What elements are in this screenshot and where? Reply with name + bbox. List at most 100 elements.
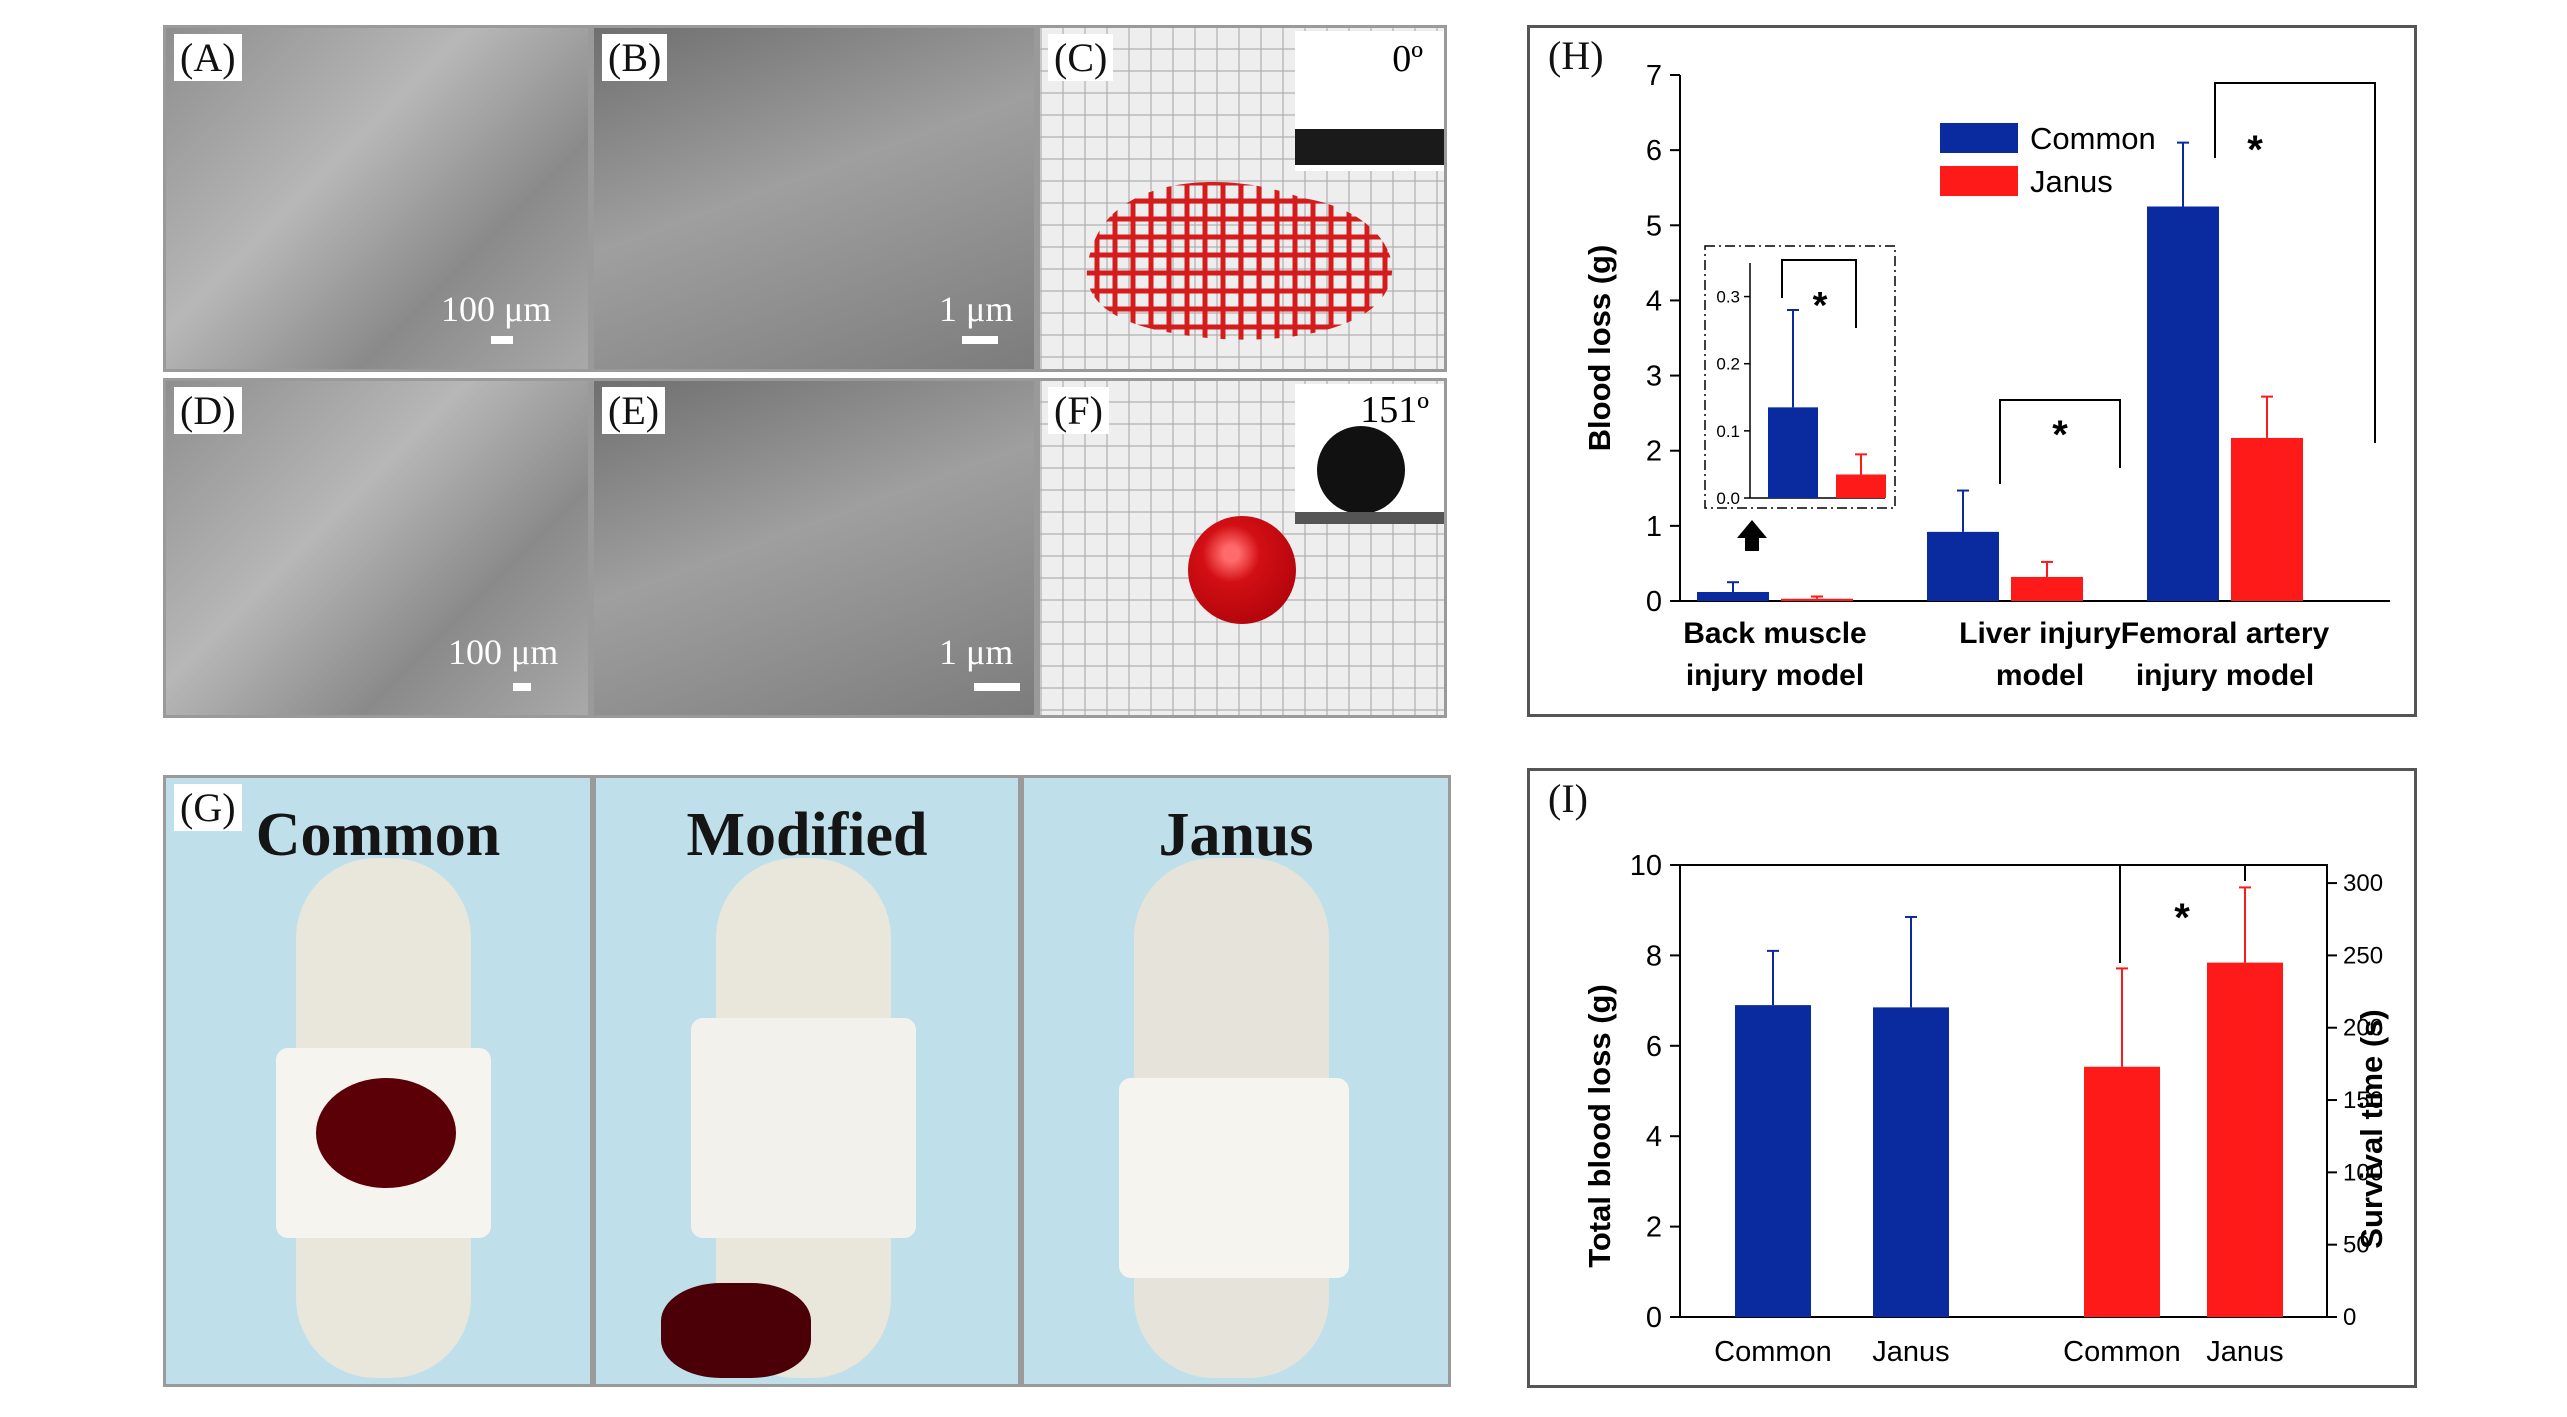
blood-droplet bbox=[1188, 516, 1296, 624]
h-y-axis-label: Blood loss (g) bbox=[1582, 245, 1617, 452]
h-category-label: injury model bbox=[2136, 659, 2314, 692]
h-bar-janus-1 bbox=[2011, 576, 2083, 601]
h-bar-janus-2 bbox=[2231, 437, 2303, 601]
blood-pool-modified bbox=[661, 1283, 811, 1378]
i-bar-survival-1 bbox=[2207, 962, 2283, 1317]
panel-g-label: (G) bbox=[174, 784, 242, 831]
bandage-janus bbox=[1119, 1078, 1349, 1278]
i-category-label: Common bbox=[1714, 1336, 1832, 1368]
i-category-label: Common bbox=[2063, 1336, 2181, 1368]
h-inset-tick-label: 0.0 bbox=[1716, 489, 1740, 508]
h-bar-common-0 bbox=[1697, 591, 1769, 601]
panel-f-label: (F) bbox=[1048, 387, 1109, 434]
flat-droplet bbox=[1295, 129, 1444, 165]
i-left-tick-label: 10 bbox=[1630, 850, 1662, 882]
panel-d-sem-image: (D) 100 μm bbox=[163, 378, 591, 718]
h-y-tick-label: 4 bbox=[1646, 285, 1662, 317]
panel-i-label: (I) bbox=[1542, 775, 1594, 822]
i-bracket bbox=[2119, 864, 2246, 963]
h-bracket-femoral bbox=[2214, 82, 2376, 443]
contact-angle-value-0: 0º bbox=[1392, 38, 1423, 80]
panel-c-photo: (C) 0º bbox=[1037, 25, 1447, 372]
panel-b-scale-label: 1 μm bbox=[939, 289, 1014, 329]
h-bar-common-2 bbox=[2147, 206, 2219, 601]
h-sig-liver: * bbox=[2052, 413, 2068, 457]
i-left-tick-label: 6 bbox=[1646, 1031, 1662, 1063]
i-right-tick-label: 200 bbox=[2343, 1015, 2383, 1042]
legend-swatch-janus bbox=[1940, 166, 2018, 196]
panel-d-label: (D) bbox=[174, 387, 242, 434]
chart-i-svg: Total blood loss (g) Survival time (s) 0… bbox=[1582, 850, 2389, 1368]
panel-a-scale-label: 100 μm bbox=[441, 289, 552, 329]
h-bracket-liver bbox=[1999, 399, 2121, 484]
i-bar-blood-loss-0 bbox=[1735, 1005, 1811, 1317]
panel-a-scale-bar bbox=[491, 336, 513, 344]
h-inset-bar-1 bbox=[1836, 474, 1886, 498]
h-sig-femoral: * bbox=[2247, 128, 2263, 172]
rat-title-modified: Modified bbox=[686, 801, 928, 869]
i-right-tick-label: 0 bbox=[2343, 1304, 2356, 1331]
panel-b-sem-image: (B) 1 μm bbox=[591, 25, 1037, 372]
h-inset-sig: * bbox=[1813, 285, 1828, 327]
h-y-tick-label: 3 bbox=[1646, 361, 1662, 393]
h-category-label: Femoral artery bbox=[2121, 617, 2330, 650]
panel-g-photo-modified: Modified bbox=[593, 775, 1021, 1387]
i-category-label: Janus bbox=[1872, 1336, 1949, 1368]
i-right-tick-label: 300 bbox=[2343, 870, 2383, 897]
panel-g-photo-common: (G) Common bbox=[163, 775, 593, 1387]
i-left-tick-label: 2 bbox=[1646, 1212, 1662, 1244]
blood-stain-common bbox=[316, 1078, 456, 1188]
panel-g-photo-janus: Janus bbox=[1021, 775, 1451, 1387]
contact-angle-inset-0: 0º bbox=[1295, 31, 1444, 171]
i-category-label: Janus bbox=[2206, 1336, 2283, 1368]
h-bar-janus-0 bbox=[1781, 598, 1853, 601]
i-y-axis-label-left: Total blood loss (g) bbox=[1582, 984, 1617, 1268]
i-plot-frame bbox=[1679, 864, 2328, 1318]
i-right-tick-label: 50 bbox=[2343, 1232, 2370, 1259]
i-right-tick-label: 100 bbox=[2343, 1159, 2383, 1186]
panel-e-scale-label: 1 μm bbox=[939, 632, 1014, 672]
panel-c-label: (C) bbox=[1048, 34, 1114, 81]
panel-i-chart: (I) Total blood loss (g) Survival time (… bbox=[1527, 768, 2417, 1388]
legend-swatch-common bbox=[1940, 123, 2018, 153]
h-category-label: Back muscle bbox=[1683, 617, 1866, 650]
h-category-label: model bbox=[1996, 659, 2084, 692]
i-left-tick-label: 0 bbox=[1646, 1302, 1662, 1334]
h-y-tick-label: 1 bbox=[1646, 511, 1662, 543]
h-inset-bar-0 bbox=[1768, 407, 1818, 498]
panel-b-scale-bar bbox=[962, 336, 998, 344]
spherical-droplet bbox=[1317, 426, 1405, 514]
substrate-line bbox=[1295, 512, 1444, 524]
h-y-tick-label: 5 bbox=[1646, 210, 1662, 242]
panel-f-photo: (F) 151º bbox=[1037, 378, 1447, 718]
legend-label-common: Common bbox=[2030, 121, 2156, 156]
panel-b-label: (B) bbox=[602, 34, 668, 81]
panel-a-sem-image: (A) 100 μm bbox=[163, 25, 591, 372]
rat-title-common: Common bbox=[255, 801, 501, 869]
i-bar-survival-0 bbox=[2084, 1066, 2160, 1317]
i-right-tick-label: 150 bbox=[2343, 1087, 2383, 1114]
panel-h-label: (H) bbox=[1542, 32, 1610, 79]
panel-d-scale-label: 100 μm bbox=[448, 632, 559, 672]
i-left-tick-label: 8 bbox=[1646, 940, 1662, 972]
bandage-modified bbox=[691, 1018, 916, 1238]
panel-a-label: (A) bbox=[174, 34, 242, 81]
panel-e-scale-bar bbox=[974, 683, 1020, 691]
i-y-axis-label-right: Survival time (s) bbox=[2354, 1009, 2389, 1248]
h-inset-arrow bbox=[1737, 520, 1767, 551]
h-y-tick-label: 6 bbox=[1646, 135, 1662, 167]
h-inset-bracket bbox=[1781, 259, 1857, 328]
panel-h-chart: (H) Blood loss (g) 0 1 2 3 4 5 6 7 Back muscle i… bbox=[1527, 25, 2417, 717]
h-category-label: injury model bbox=[1686, 659, 1864, 692]
legend-label-janus: Janus bbox=[2030, 164, 2113, 199]
h-inset-tick-label: 0.3 bbox=[1716, 288, 1740, 307]
h-bar-common-1 bbox=[1927, 531, 1999, 601]
h-category-label: Liver injury bbox=[1959, 617, 2121, 650]
h-inset-tick-label: 0.1 bbox=[1716, 422, 1740, 441]
i-left-tick-label: 4 bbox=[1646, 1121, 1662, 1153]
h-y-tick-label: 7 bbox=[1646, 60, 1662, 92]
h-y-tick-label: 2 bbox=[1646, 436, 1662, 468]
red-gauze-stain bbox=[1086, 182, 1393, 340]
i-right-tick-label: 250 bbox=[2343, 942, 2383, 969]
h-y-tick-label: 0 bbox=[1646, 586, 1662, 618]
